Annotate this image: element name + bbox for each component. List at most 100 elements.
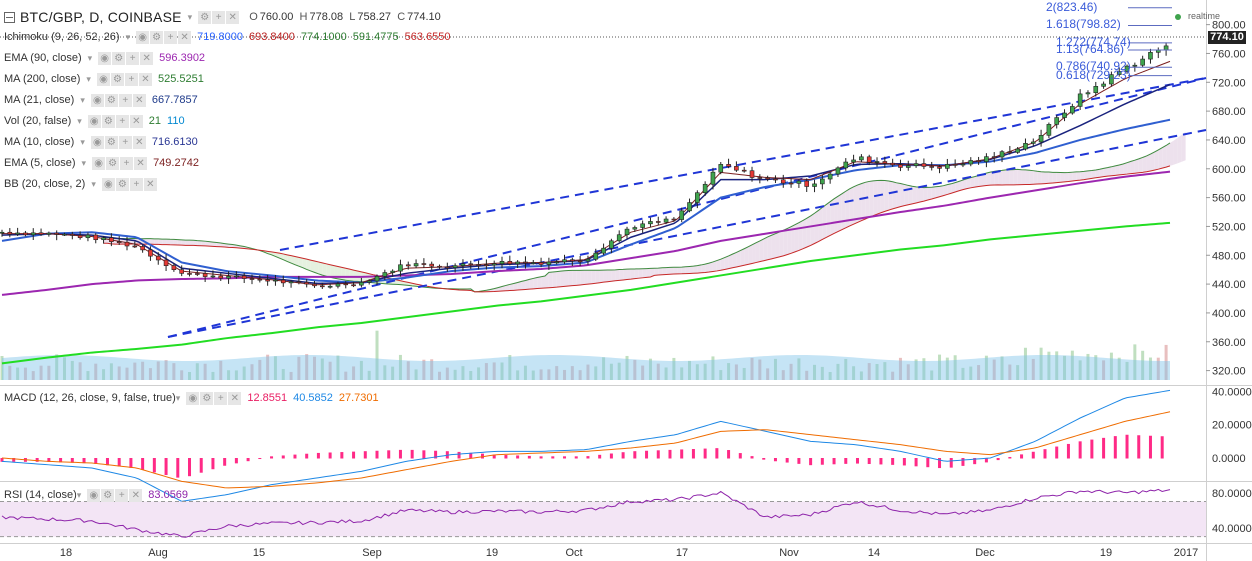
eye-icon[interactable]: ◉ xyxy=(186,391,200,405)
cloud-segment xyxy=(541,276,545,289)
chevron-down-icon[interactable]: ▾ xyxy=(91,178,96,189)
chevron-down-icon[interactable]: ▾ xyxy=(77,115,82,126)
close-icon[interactable]: ✕ xyxy=(132,135,146,149)
macd-hist-bar xyxy=(387,450,391,459)
indicator-name[interactable]: BB (20, close, 2) xyxy=(4,178,86,190)
eye-icon[interactable]: ◉ xyxy=(101,177,115,191)
rsi-legend-name[interactable]: RSI (14, close) xyxy=(4,489,77,501)
indicator-name[interactable]: EMA (5, close) xyxy=(4,157,76,169)
macd-hist-bar xyxy=(1137,435,1141,459)
indicator-name[interactable]: Vol (20, false) xyxy=(4,115,72,127)
settings-icon[interactable]: ⚙ xyxy=(106,156,120,170)
settings-icon[interactable]: ⚙ xyxy=(150,30,164,44)
chevron-down-icon[interactable]: ▾ xyxy=(80,94,85,105)
candle-body xyxy=(140,246,145,251)
close-icon[interactable]: ✕ xyxy=(140,51,154,65)
add-icon[interactable]: + xyxy=(118,135,132,149)
close-icon[interactable]: ✕ xyxy=(226,10,240,24)
candle-body xyxy=(726,164,731,167)
eye-icon[interactable]: ◉ xyxy=(96,72,110,86)
candle-body xyxy=(913,163,919,166)
eye-icon[interactable]: ◉ xyxy=(90,135,104,149)
cloud-segment xyxy=(580,270,585,285)
close-icon[interactable]: ✕ xyxy=(132,93,146,107)
indicator-name[interactable]: MA (200, close) xyxy=(4,73,81,85)
eye-icon[interactable]: ◉ xyxy=(90,93,104,107)
add-icon[interactable]: + xyxy=(126,51,140,65)
eye-icon[interactable]: ◉ xyxy=(136,30,150,44)
chevron-down-icon[interactable]: ▾ xyxy=(175,392,181,403)
indicator-name[interactable]: MA (21, close) xyxy=(4,94,75,106)
close-icon[interactable]: ✕ xyxy=(143,177,157,191)
settings-icon[interactable]: ⚙ xyxy=(112,51,126,65)
settings-icon[interactable]: ⚙ xyxy=(101,114,115,128)
candle-body xyxy=(523,261,528,264)
settings-icon[interactable]: ⚙ xyxy=(104,135,118,149)
add-icon[interactable]: + xyxy=(115,488,129,502)
close-icon[interactable]: ✕ xyxy=(134,156,148,170)
cloud-segment xyxy=(826,201,831,238)
cloud-segment xyxy=(345,268,350,281)
chevron-down-icon[interactable]: ▾ xyxy=(81,157,87,168)
indicator-name[interactable]: EMA (90, close) xyxy=(4,52,82,64)
add-icon[interactable]: + xyxy=(212,10,226,24)
eye-icon[interactable]: ◉ xyxy=(98,51,112,65)
indicator-buttons: ◉ ⚙ + ✕ xyxy=(96,72,152,86)
candle-body xyxy=(257,278,263,281)
volume-bar xyxy=(1164,344,1168,380)
close-icon[interactable]: ✕ xyxy=(228,391,242,405)
eye-icon[interactable]: ◉ xyxy=(87,114,101,128)
volume-bar xyxy=(164,360,168,380)
cloud-segment xyxy=(154,238,159,245)
close-icon[interactable]: ✕ xyxy=(129,114,143,128)
macd-legend-name[interactable]: MACD (12, 26, close, 9, false, true) xyxy=(4,392,176,404)
indicator-name[interactable]: Ichimoku (9, 26, 52, 26) xyxy=(4,31,120,43)
settings-icon[interactable]: ⚙ xyxy=(200,391,214,405)
add-icon[interactable]: + xyxy=(164,30,178,44)
settings-icon[interactable]: ⚙ xyxy=(110,72,124,86)
settings-icon[interactable]: ⚙ xyxy=(104,93,118,107)
volume-bar xyxy=(438,371,442,380)
fib-label: 1.618(798.82) xyxy=(1046,17,1121,32)
eye-icon[interactable]: ◉ xyxy=(87,488,101,502)
close-icon[interactable]: ✕ xyxy=(138,72,152,86)
close-icon[interactable]: ✕ xyxy=(129,488,143,502)
collapse-icon[interactable] xyxy=(4,11,15,23)
settings-icon[interactable]: ⚙ xyxy=(101,488,115,502)
macd-hist-bar xyxy=(105,458,109,466)
macd-hist-bar xyxy=(551,456,555,459)
settings-icon[interactable]: ⚙ xyxy=(115,177,129,191)
volume-bar xyxy=(273,356,277,380)
cloud-segment xyxy=(185,240,190,246)
chevron-down-icon[interactable]: ▾ xyxy=(187,11,193,22)
add-icon[interactable]: + xyxy=(118,93,132,107)
chevron-down-icon[interactable]: ▾ xyxy=(86,73,91,84)
chevron-down-icon[interactable]: ▾ xyxy=(125,31,131,42)
time-tick-label: Sep xyxy=(362,547,382,559)
chevron-down-icon[interactable]: ▾ xyxy=(76,489,82,500)
macd-hist-bar xyxy=(574,456,578,459)
macd-hist-bar xyxy=(152,458,156,473)
add-icon[interactable]: + xyxy=(124,72,138,86)
chevron-down-icon[interactable]: ▾ xyxy=(80,136,85,147)
add-icon[interactable]: + xyxy=(129,177,143,191)
macd-hist-bar xyxy=(1078,441,1082,459)
candle-body xyxy=(546,261,552,265)
symbol-title[interactable]: BTC/GBP, D, COINBASE xyxy=(20,9,182,25)
cloud-segment xyxy=(318,261,323,276)
add-icon[interactable]: + xyxy=(214,391,228,405)
volume-bar xyxy=(875,364,879,380)
chevron-down-icon[interactable]: ▾ xyxy=(87,52,93,63)
macd-hist-bar xyxy=(492,454,496,459)
volume-bar xyxy=(1047,351,1051,380)
add-icon[interactable]: + xyxy=(120,156,134,170)
settings-icon[interactable]: ⚙ xyxy=(198,10,212,24)
cloud-segment xyxy=(1076,171,1081,181)
eye-icon[interactable]: ◉ xyxy=(92,156,106,170)
add-icon[interactable]: + xyxy=(115,114,129,128)
indicator-name[interactable]: MA (10, close) xyxy=(4,136,75,148)
close-icon[interactable]: ✕ xyxy=(178,30,192,44)
cloud-segment xyxy=(701,264,706,273)
cloud-segment xyxy=(623,269,628,280)
